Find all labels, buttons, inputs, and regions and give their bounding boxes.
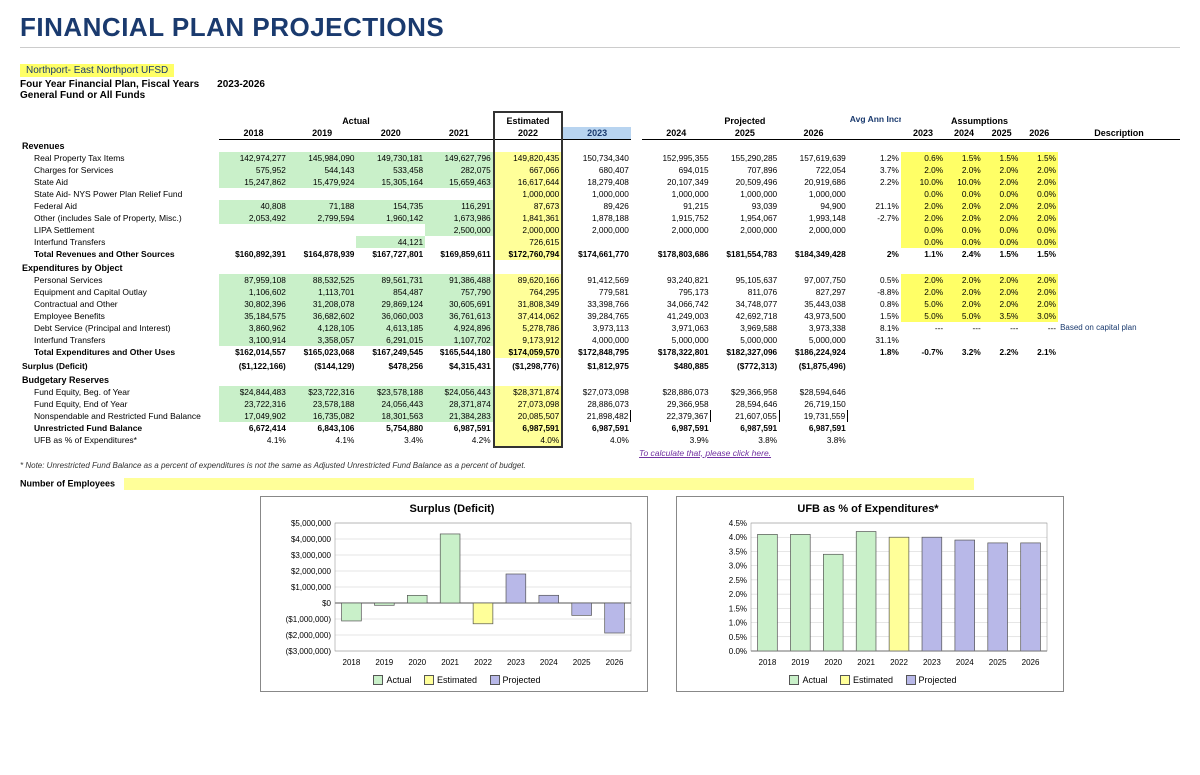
svg-text:3.0%: 3.0% bbox=[729, 561, 747, 570]
chart-ufb: UFB as % of Expenditures* 4.5% 4.0% 3.5% 3.… bbox=[676, 496, 1064, 693]
table-row: State Aid- NYS Power Plan Relief Fund1,0… bbox=[20, 188, 1180, 200]
grp-est: Estimated bbox=[506, 116, 549, 126]
table-row: Employee Benefits35,184,57536,682,60236,… bbox=[20, 310, 1180, 322]
svg-text:2.5%: 2.5% bbox=[729, 575, 747, 584]
asm-2023: 2023 bbox=[901, 127, 945, 140]
table-row: State Aid15,247,86215,479,92415,305,1641… bbox=[20, 176, 1180, 188]
svg-text:($3,000,000): ($3,000,000) bbox=[286, 647, 332, 656]
footnote: * Note: Unrestricted Fund Balance as a p… bbox=[20, 461, 1180, 470]
chart2-title: UFB as % of Expenditures* bbox=[683, 503, 1053, 515]
plan-title: Four Year Financial Plan, Fiscal Years bbox=[20, 79, 199, 90]
table-row: Contractual and Other30,802,39631,208,07… bbox=[20, 298, 1180, 310]
svg-text:0.0%: 0.0% bbox=[729, 647, 747, 656]
table-row: Total Expenditures and Other Uses$162,01… bbox=[20, 346, 1180, 358]
yr-2022: 2022 bbox=[494, 127, 563, 140]
table-row: Personal Services87,959,10888,532,52589,… bbox=[20, 274, 1180, 286]
table-row: Fund Equity, End of Year23,722,31623,578… bbox=[20, 398, 1180, 410]
yr-2020: 2020 bbox=[356, 127, 425, 140]
svg-text:2023: 2023 bbox=[923, 658, 941, 667]
asm-2024: 2024 bbox=[945, 127, 983, 140]
table-row: Interfund Transfers3,100,9143,358,0576,2… bbox=[20, 334, 1180, 346]
svg-text:2026: 2026 bbox=[1022, 658, 1040, 667]
svg-text:4.0%: 4.0% bbox=[729, 533, 747, 542]
svg-text:2024: 2024 bbox=[956, 658, 974, 667]
svg-text:2025: 2025 bbox=[989, 658, 1007, 667]
table-row: Federal Aid40,80871,188154,735116,29187,… bbox=[20, 200, 1180, 212]
svg-text:2022: 2022 bbox=[474, 658, 492, 667]
chart2-legend: Actual Estimated Projected bbox=[683, 675, 1053, 686]
employees-highlight bbox=[124, 478, 974, 490]
section-header: Budgetary Reserves bbox=[20, 374, 1180, 386]
svg-text:$5,000,000: $5,000,000 bbox=[291, 519, 332, 528]
yr-2024: 2024 bbox=[642, 127, 711, 140]
svg-text:1.5%: 1.5% bbox=[729, 604, 747, 613]
table-row: Real Property Tax Items142,974,277145,98… bbox=[20, 152, 1180, 164]
svg-text:2019: 2019 bbox=[791, 658, 809, 667]
chart-surplus: Surplus (Deficit) $5,000,000 $4,000,000 $3… bbox=[260, 496, 648, 693]
svg-text:2021: 2021 bbox=[857, 658, 875, 667]
section-header: Expenditures by Object bbox=[20, 262, 1180, 274]
table-row: LIPA Settlement2,500,0002,000,0002,000,0… bbox=[20, 224, 1180, 236]
svg-text:$0: $0 bbox=[322, 599, 331, 608]
svg-text:2025: 2025 bbox=[573, 658, 591, 667]
table-row: Unrestricted Fund Balance6,672,4146,843,… bbox=[20, 422, 1180, 434]
svg-text:1.0%: 1.0% bbox=[729, 618, 747, 627]
svg-text:2020: 2020 bbox=[408, 658, 426, 667]
page-title: FINANCIAL PLAN PROJECTIONS bbox=[20, 12, 1180, 48]
svg-text:0.5%: 0.5% bbox=[729, 632, 747, 641]
table-row: Other (includes Sale of Property, Misc.)… bbox=[20, 212, 1180, 224]
asm-2026: 2026 bbox=[1020, 127, 1058, 140]
yr-2023: 2023 bbox=[562, 127, 631, 140]
table-row: Charges for Services575,952544,143533,45… bbox=[20, 164, 1180, 176]
svg-text:2024: 2024 bbox=[540, 658, 558, 667]
district-name: Northport- East Northport UFSD bbox=[20, 64, 174, 77]
svg-text:4.5%: 4.5% bbox=[729, 519, 747, 528]
col-avg: Avg Ann Increase 2018-present bbox=[848, 112, 901, 127]
employees-label: Number of Employees bbox=[20, 478, 115, 488]
table-row: Total Revenues and Other Sources$160,892… bbox=[20, 248, 1180, 260]
svg-text:3.5%: 3.5% bbox=[729, 547, 747, 556]
table-row: Debt Service (Principal and Interest)3,8… bbox=[20, 322, 1180, 334]
fund-line: General Fund or All Funds bbox=[20, 90, 1180, 101]
chart1-title: Surplus (Deficit) bbox=[267, 503, 637, 515]
svg-text:$1,000,000: $1,000,000 bbox=[291, 583, 332, 592]
svg-text:$3,000,000: $3,000,000 bbox=[291, 551, 332, 560]
grp-actual: Actual bbox=[342, 116, 370, 126]
svg-text:($2,000,000): ($2,000,000) bbox=[286, 631, 332, 640]
table-row: Nonspendable and Restricted Fund Balance… bbox=[20, 410, 1180, 422]
section-header: Revenues bbox=[20, 140, 1180, 152]
financial-table: Avg Ann Increase 2018-present Actual Est… bbox=[20, 111, 1180, 459]
svg-text:2019: 2019 bbox=[375, 658, 393, 667]
yr-2021: 2021 bbox=[425, 127, 494, 140]
svg-text:2022: 2022 bbox=[890, 658, 908, 667]
asm-2025: 2025 bbox=[983, 127, 1021, 140]
svg-text:2.0%: 2.0% bbox=[729, 590, 747, 599]
table-row: UFB as % of Expenditures*4.1%4.1%3.4%4.2… bbox=[20, 434, 1180, 447]
svg-text:2023: 2023 bbox=[507, 658, 525, 667]
grp-asm: Assumptions bbox=[951, 116, 1008, 126]
svg-text:2021: 2021 bbox=[441, 658, 459, 667]
svg-text:2018: 2018 bbox=[759, 658, 777, 667]
plan-years: 2023-2026 bbox=[217, 79, 265, 90]
col-desc: Description bbox=[1058, 127, 1180, 140]
svg-text:2020: 2020 bbox=[824, 658, 842, 667]
yr-2025: 2025 bbox=[711, 127, 780, 140]
svg-text:$4,000,000: $4,000,000 bbox=[291, 535, 332, 544]
table-row: Interfund Transfers44,121726,6150.0%0.0%… bbox=[20, 236, 1180, 248]
svg-text:($1,000,000): ($1,000,000) bbox=[286, 615, 332, 624]
yr-2026: 2026 bbox=[779, 127, 848, 140]
chart1-legend: Actual Estimated Projected bbox=[267, 675, 637, 686]
surplus-row: Surplus (Deficit)($1,122,166)($144,129)$… bbox=[20, 360, 1180, 372]
svg-text:2018: 2018 bbox=[343, 658, 361, 667]
svg-text:$2,000,000: $2,000,000 bbox=[291, 567, 332, 576]
table-row: Fund Equity, Beg. of Year$24,844,483$23,… bbox=[20, 386, 1180, 398]
calc-link[interactable]: To calculate that, please click here. bbox=[562, 447, 848, 459]
svg-text:2026: 2026 bbox=[606, 658, 624, 667]
yr-2019: 2019 bbox=[288, 127, 357, 140]
table-row: Equipment and Capital Outlay1,106,6021,1… bbox=[20, 286, 1180, 298]
grp-proj: Projected bbox=[724, 116, 765, 126]
yr-2018: 2018 bbox=[219, 127, 288, 140]
